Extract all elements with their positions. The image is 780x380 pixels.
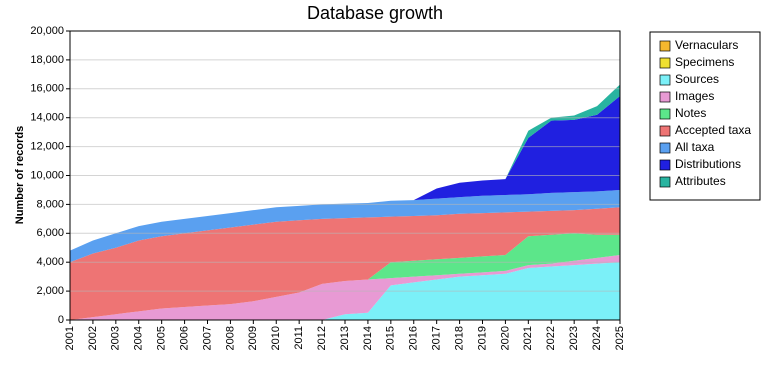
y-tick-label: 20,000 (30, 25, 64, 37)
x-tick-label: 2014 (362, 326, 374, 350)
x-tick-label: 2016 (408, 326, 420, 350)
legend-swatch (659, 108, 671, 120)
y-tick-label: 12,000 (30, 141, 64, 153)
legend-swatch (659, 74, 671, 86)
x-tick-label: 2006 (178, 326, 190, 350)
x-tick-label: 2001 (64, 326, 76, 350)
x-tick-label: 2021 (522, 326, 534, 350)
x-tick-label: 2008 (224, 326, 236, 350)
x-tick-label: 2022 (545, 326, 557, 350)
legend-label: Notes (675, 106, 706, 120)
legend-label: Vernaculars (675, 38, 738, 52)
y-tick-label: 6,000 (36, 227, 64, 239)
y-tick-label: 0 (58, 314, 64, 326)
area (70, 233, 620, 320)
legend-label: Sources (675, 72, 719, 86)
x-tick-label: 2003 (110, 326, 122, 350)
legend-swatch (659, 159, 671, 171)
legend-label: Images (675, 89, 714, 103)
legend-label: All taxa (675, 140, 715, 154)
x-tick-label: 2017 (431, 326, 443, 350)
x-tick-label: 2005 (156, 326, 168, 350)
legend-label: Specimens (675, 55, 734, 69)
x-tick-label: 2019 (476, 326, 488, 350)
legend-swatch (659, 176, 671, 188)
legend-swatch (659, 125, 671, 137)
x-tick-label: 2010 (270, 326, 282, 350)
x-tick-label: 2013 (339, 326, 351, 350)
area (70, 207, 620, 320)
area (70, 189, 620, 263)
x-tick-label: 2020 (499, 326, 511, 350)
x-tick-label: 2023 (568, 326, 580, 350)
area (70, 96, 620, 251)
x-tick-label: 2011 (293, 326, 305, 350)
y-tick-label: 8,000 (36, 198, 64, 210)
y-tick-label: 10,000 (30, 169, 64, 181)
y-tick-label: 16,000 (30, 83, 64, 95)
y-tick-label: 18,000 (30, 54, 64, 66)
x-tick-label: 2025 (614, 326, 626, 350)
area (70, 262, 620, 320)
legend-label: Attributes (675, 174, 726, 188)
x-tick-label: 2012 (316, 326, 328, 350)
y-tick-label: 2,000 (36, 285, 64, 297)
y-axis-label: Number of records (14, 126, 26, 224)
legend-label: Distributions (675, 157, 741, 171)
x-tick-label: 2009 (247, 326, 259, 350)
legend-label: Accepted taxa (675, 123, 751, 137)
x-tick-label: 2004 (133, 326, 145, 350)
x-tick-label: 2007 (201, 326, 213, 350)
y-tick-label: 14,000 (30, 112, 64, 124)
x-tick-label: 2015 (385, 326, 397, 350)
chart-title: Database growth (307, 3, 443, 23)
y-tick-label: 4,000 (36, 256, 64, 268)
x-tick-label: 2018 (453, 326, 465, 350)
legend-swatch (659, 91, 671, 103)
area (70, 254, 620, 320)
legend-swatch (659, 57, 671, 69)
legend-swatch (659, 40, 671, 52)
x-tick-label: 2002 (87, 326, 99, 350)
legend-swatch (659, 142, 671, 154)
x-tick-label: 2024 (591, 326, 603, 350)
